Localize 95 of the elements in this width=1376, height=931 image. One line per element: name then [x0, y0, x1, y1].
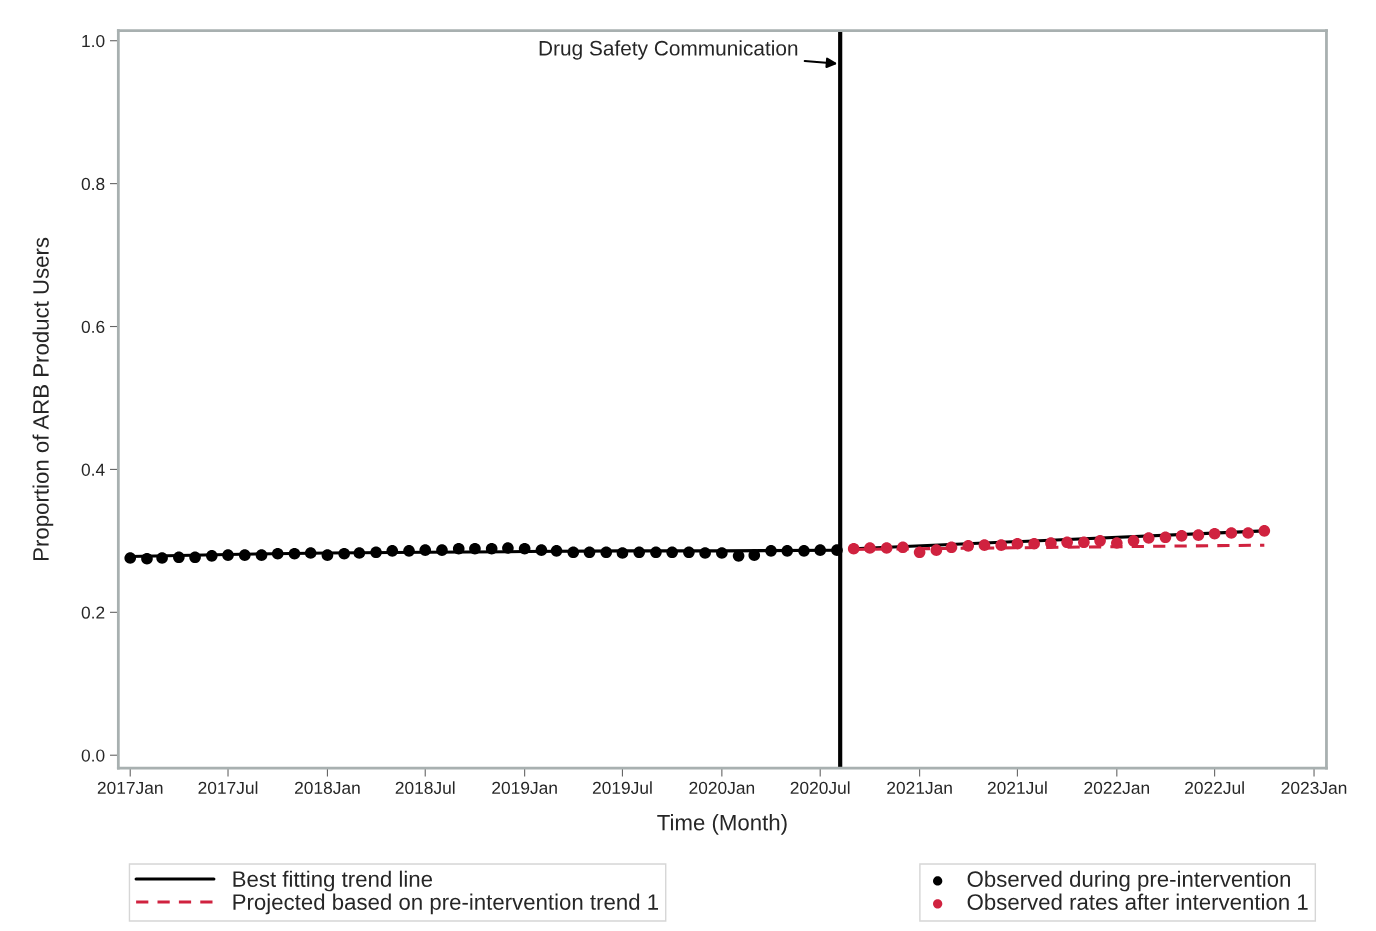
point — [1258, 525, 1271, 537]
point — [271, 547, 284, 560]
point — [436, 544, 448, 556]
point — [945, 541, 958, 554]
x-tick-label: 2020Jan — [689, 781, 755, 795]
point — [798, 545, 810, 557]
y-tick-label: 0.6 — [81, 320, 105, 333]
x-tick-label: 2019Jan — [492, 781, 557, 795]
point — [173, 551, 185, 564]
y-axis-title: Proportion of ARB Product Users — [32, 237, 54, 560]
point — [1045, 537, 1057, 549]
point — [535, 544, 548, 556]
point — [814, 544, 827, 556]
point — [978, 539, 991, 551]
point — [633, 546, 645, 559]
point — [962, 540, 975, 552]
legend-label: Best fitting trend line — [233, 870, 433, 892]
point — [222, 549, 234, 561]
point — [913, 546, 926, 559]
point — [748, 549, 761, 561]
point — [238, 549, 251, 561]
point — [321, 549, 334, 561]
point — [353, 547, 366, 559]
y-tick-label: 0.0 — [81, 749, 105, 762]
point — [386, 545, 399, 557]
x-tick-label: 2020Jul — [790, 781, 850, 795]
ref-line-label: Drug Safety Communication — [539, 40, 798, 60]
x-axis-title: Time (Month) — [657, 814, 787, 835]
y-tick-label: 0.4 — [81, 463, 105, 476]
legend-label: Observed rates after intervention 1 — [967, 893, 1308, 910]
point — [781, 545, 794, 557]
point — [897, 541, 909, 554]
x-tick-label: 2019Jul — [592, 781, 652, 795]
point — [141, 552, 153, 565]
point — [288, 547, 301, 560]
point — [1028, 537, 1040, 550]
point — [206, 550, 218, 562]
x-tick-label: 2021Jul — [987, 781, 1047, 795]
point — [864, 542, 876, 554]
point — [1061, 536, 1073, 549]
point — [1159, 531, 1172, 544]
point — [469, 542, 481, 555]
y-tick-label: 1.0 — [82, 34, 105, 48]
point — [518, 542, 531, 555]
point — [765, 545, 777, 557]
y-tick-label: 0.2 — [81, 606, 105, 619]
point — [124, 552, 137, 564]
point — [683, 546, 695, 559]
point — [583, 546, 596, 559]
point — [831, 544, 843, 556]
point — [1094, 535, 1106, 547]
point — [616, 547, 629, 559]
point — [452, 542, 465, 555]
point — [304, 547, 317, 559]
point — [403, 545, 415, 557]
point — [338, 547, 350, 560]
point — [485, 542, 498, 555]
point — [995, 539, 1008, 551]
point — [1175, 530, 1188, 542]
x-tick-label: 2017Jul — [198, 781, 258, 795]
point — [1127, 535, 1140, 547]
point — [189, 551, 201, 564]
point — [1078, 536, 1090, 549]
x-tick-label: 2018Jul — [395, 781, 455, 795]
point — [567, 546, 580, 559]
point — [716, 547, 728, 559]
point — [600, 546, 613, 559]
x-tick-label: 2018Jan — [295, 781, 360, 795]
legend-label: Observed during pre-intervention — [967, 870, 1290, 892]
legend-label: Projected based on pre-intervention trend 1 — [233, 893, 659, 915]
point — [666, 546, 678, 559]
point — [880, 542, 893, 554]
x-tick-label: 2022Jul — [1185, 781, 1244, 795]
x-tick-label: 2017Jan — [97, 781, 163, 795]
point — [550, 545, 563, 557]
point — [1208, 527, 1221, 540]
point — [930, 544, 943, 556]
point — [156, 552, 168, 564]
point — [1142, 532, 1155, 544]
point — [1225, 527, 1238, 539]
point — [1111, 537, 1123, 549]
point — [1011, 537, 1024, 550]
point — [1242, 527, 1254, 539]
x-tick-label: 2023Jan — [1281, 781, 1347, 795]
point — [1192, 529, 1205, 541]
point — [650, 546, 662, 559]
x-tick-label: 2021Jan — [887, 781, 952, 795]
y-tick-label: 0.8 — [81, 177, 105, 191]
point — [847, 542, 860, 555]
x-tick-label: 2022Jan — [1084, 781, 1150, 795]
point — [699, 547, 711, 559]
point — [255, 549, 268, 561]
point — [370, 546, 382, 559]
point — [502, 542, 514, 554]
point — [419, 544, 432, 556]
